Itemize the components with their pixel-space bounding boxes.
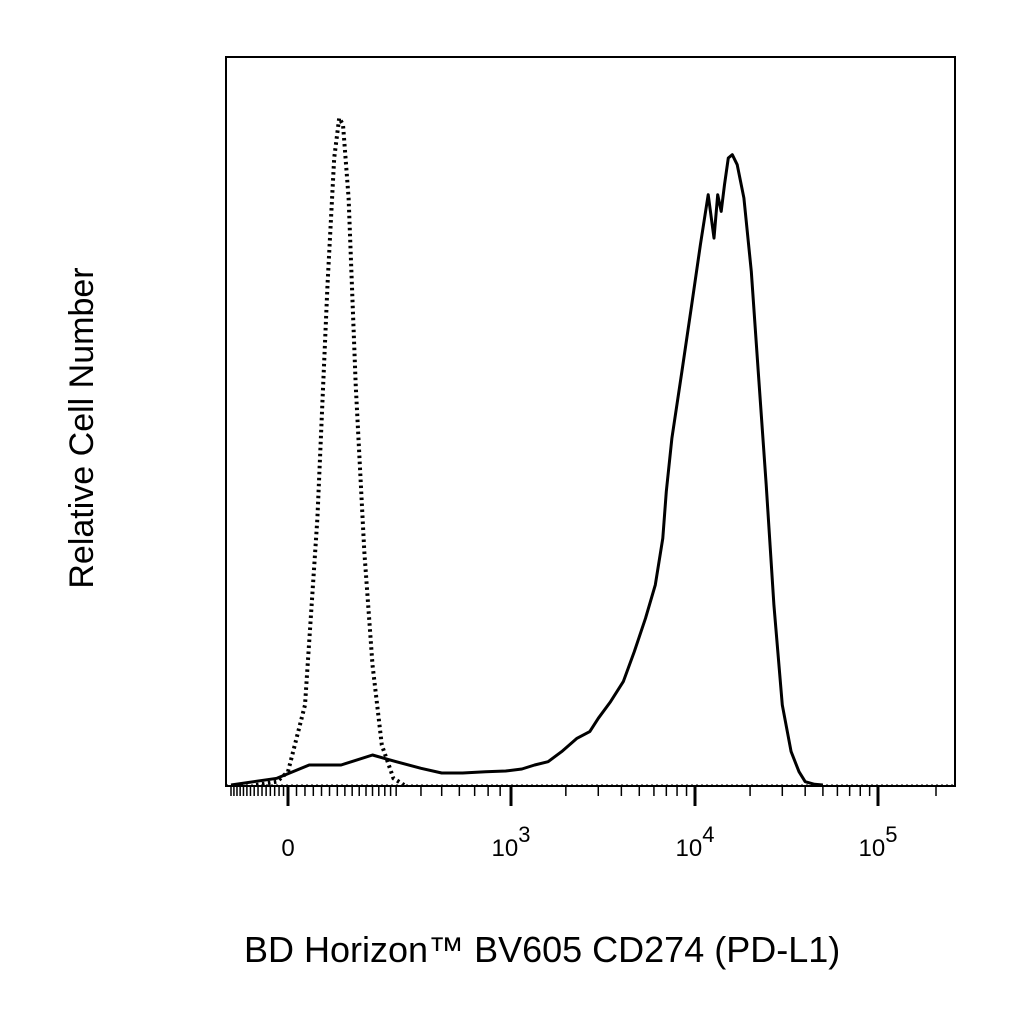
isotype-control-histogram	[255, 116, 406, 787]
x-tick-label: 104	[676, 822, 715, 862]
series-layer	[230, 116, 824, 787]
x-axis-label: BD Horizon™ BV605 CD274 (PD-L1)	[244, 929, 841, 970]
x-tick-label: 0	[281, 835, 294, 862]
plot-frame	[225, 56, 956, 787]
y-axis-label: Relative Cell Number	[63, 267, 101, 589]
x-tick-label: 105	[859, 822, 898, 862]
x-tick-labels: 0 103 104 105	[281, 822, 897, 862]
x-tick-label: 103	[492, 822, 531, 862]
stained-sample-histogram	[230, 153, 824, 787]
x-axis-ticks	[230, 786, 937, 806]
